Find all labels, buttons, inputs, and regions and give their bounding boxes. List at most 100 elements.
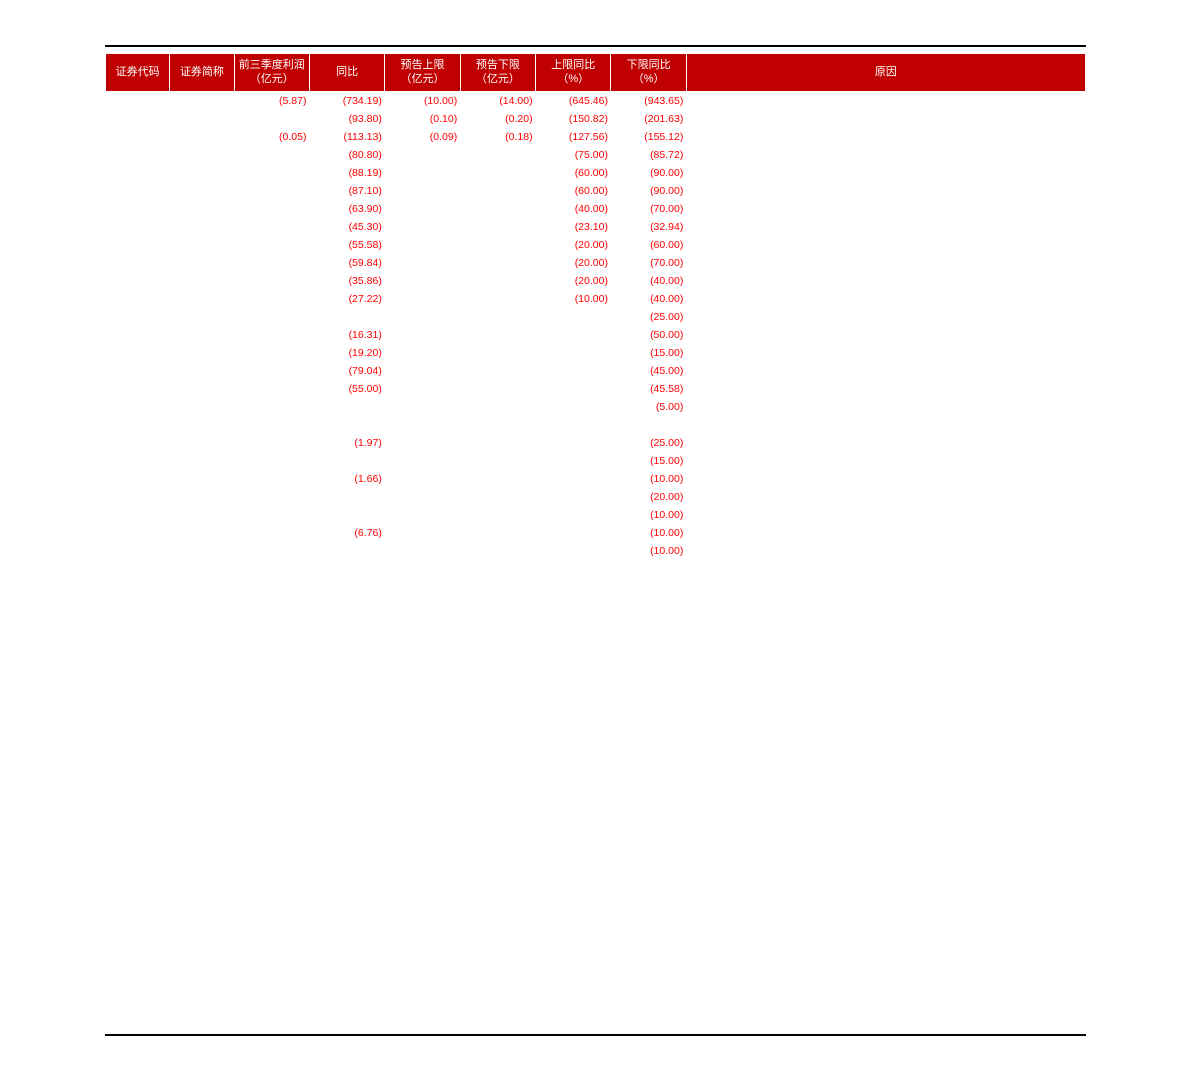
cell-c7: (50.00)	[611, 326, 686, 344]
cell-c0	[106, 434, 170, 452]
cell-c8	[686, 91, 1085, 110]
col-header-c3: 同比	[309, 54, 384, 92]
cell-c6	[536, 650, 611, 668]
cell-c3: (35.86)	[309, 272, 384, 290]
cell-c0	[106, 326, 170, 344]
cell-c2	[234, 560, 309, 578]
cell-c5	[460, 920, 535, 938]
cell-c2	[234, 740, 309, 758]
cell-c2	[234, 164, 309, 182]
table-row	[106, 686, 1086, 704]
cell-c2	[234, 362, 309, 380]
cell-c0	[106, 884, 170, 902]
cell-c6: (20.00)	[536, 254, 611, 272]
cell-c8	[686, 668, 1085, 686]
cell-c3	[309, 632, 384, 650]
table-row: (19.20)(15.00)	[106, 344, 1086, 362]
cell-c1	[170, 254, 234, 272]
cell-c1	[170, 416, 234, 434]
cell-c8	[686, 560, 1085, 578]
cell-c3: (93.80)	[309, 110, 384, 128]
cell-c4	[385, 704, 460, 722]
cell-c0	[106, 146, 170, 164]
cell-c5: (14.00)	[460, 91, 535, 110]
cell-c2	[234, 758, 309, 776]
bottom-rule	[105, 1034, 1086, 1036]
cell-c7	[611, 848, 686, 866]
cell-c4	[385, 956, 460, 974]
cell-c3: (27.22)	[309, 290, 384, 308]
cell-c0	[106, 992, 170, 1010]
cell-c3	[309, 920, 384, 938]
cell-c0	[106, 110, 170, 128]
table-row: (45.30)(23.10)(32.94)	[106, 218, 1086, 236]
cell-c6: (20.00)	[536, 272, 611, 290]
cell-c1	[170, 848, 234, 866]
cell-c6	[536, 794, 611, 812]
table-row	[106, 668, 1086, 686]
cell-c7: (20.00)	[611, 488, 686, 506]
cell-c2	[234, 254, 309, 272]
cell-c3: (79.04)	[309, 362, 384, 380]
cell-c5	[460, 200, 535, 218]
cell-c3: (1.97)	[309, 434, 384, 452]
cell-c3	[309, 1010, 384, 1028]
table-row: (25.00)	[106, 308, 1086, 326]
table-row	[106, 992, 1086, 1010]
cell-c6	[536, 902, 611, 920]
cell-c2	[234, 308, 309, 326]
cell-c1	[170, 902, 234, 920]
cell-c0	[106, 704, 170, 722]
cell-c4	[385, 992, 460, 1010]
cell-c0	[106, 596, 170, 614]
cell-c4: (0.09)	[385, 128, 460, 146]
cell-c6	[536, 704, 611, 722]
cell-c8	[686, 848, 1085, 866]
cell-c7: (25.00)	[611, 308, 686, 326]
cell-c7: (943.65)	[611, 91, 686, 110]
cell-c5	[460, 344, 535, 362]
cell-c2	[234, 614, 309, 632]
col-header-c0: 证券代码	[106, 54, 170, 92]
cell-c8	[686, 344, 1085, 362]
cell-c2	[234, 920, 309, 938]
cell-c6	[536, 848, 611, 866]
cell-c6	[536, 740, 611, 758]
cell-c2: (5.87)	[234, 91, 309, 110]
cell-c6	[536, 884, 611, 902]
table-row	[106, 830, 1086, 848]
cell-c0	[106, 506, 170, 524]
cell-c4	[385, 470, 460, 488]
cell-c0	[106, 740, 170, 758]
cell-c4	[385, 722, 460, 740]
table-row: (1.97)(25.00)	[106, 434, 1086, 452]
cell-c8	[686, 776, 1085, 794]
cell-c6	[536, 866, 611, 884]
cell-c8	[686, 920, 1085, 938]
cell-c5	[460, 938, 535, 956]
cell-c6: (127.56)	[536, 128, 611, 146]
cell-c2	[234, 902, 309, 920]
cell-c8	[686, 902, 1085, 920]
cell-c8	[686, 452, 1085, 470]
cell-c2	[234, 956, 309, 974]
table-row	[106, 794, 1086, 812]
cell-c2	[234, 848, 309, 866]
cell-c7	[611, 830, 686, 848]
cell-c0	[106, 91, 170, 110]
table-row: (5.87)(734.19)(10.00)(14.00)(645.46)(943…	[106, 91, 1086, 110]
cell-c5	[460, 236, 535, 254]
cell-c3	[309, 848, 384, 866]
cell-c6	[536, 560, 611, 578]
cell-c5	[460, 776, 535, 794]
cell-c1	[170, 128, 234, 146]
cell-c5	[460, 704, 535, 722]
cell-c7	[611, 758, 686, 776]
cell-c3: (55.58)	[309, 236, 384, 254]
cell-c7	[611, 668, 686, 686]
cell-c6	[536, 758, 611, 776]
cell-c4	[385, 488, 460, 506]
cell-c1	[170, 470, 234, 488]
cell-c6	[536, 974, 611, 992]
cell-c6: (75.00)	[536, 146, 611, 164]
